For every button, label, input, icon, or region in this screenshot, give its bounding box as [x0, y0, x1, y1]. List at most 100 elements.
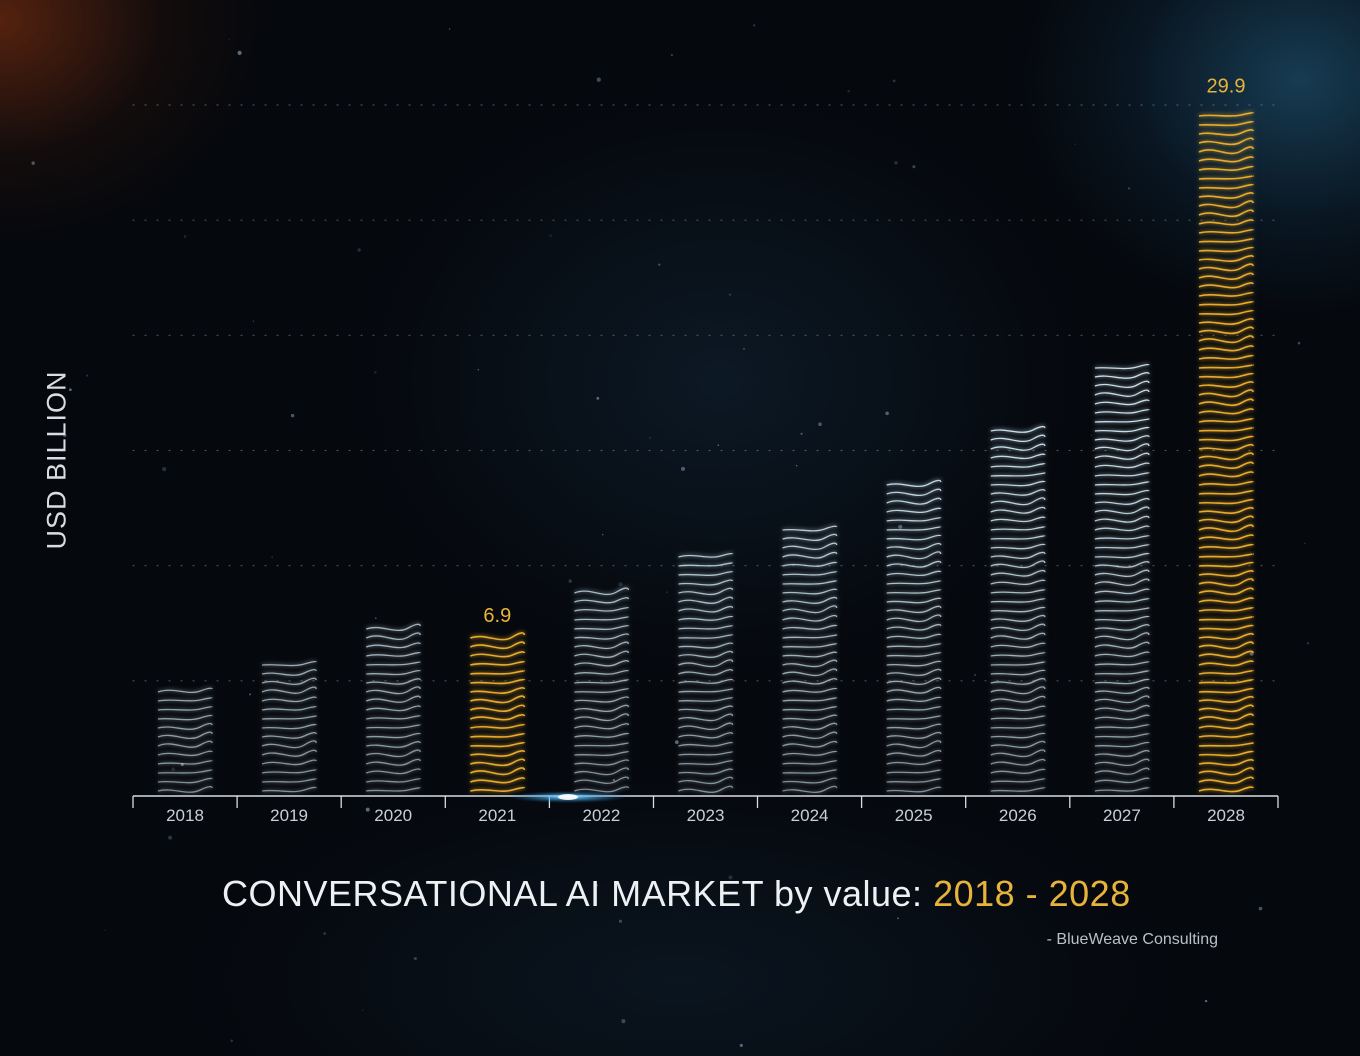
bar-wave-line — [1094, 632, 1150, 641]
bar-wave-line — [990, 632, 1046, 640]
background-star — [1258, 906, 1263, 911]
bar-wave-line — [782, 551, 838, 559]
bar-wave-line — [782, 624, 838, 630]
bar-wave-line — [1094, 389, 1150, 397]
bar-wave-line — [1198, 452, 1254, 461]
bar-wave-line — [782, 687, 838, 693]
bar-wave-line — [678, 587, 734, 596]
bar-wave-line — [990, 569, 1046, 577]
bar-wave-line — [1094, 435, 1150, 442]
background-star — [1304, 542, 1306, 544]
background-star — [86, 374, 89, 377]
background-star — [290, 413, 295, 418]
bar-wave-line — [365, 632, 421, 641]
bar-wave-line — [886, 686, 942, 694]
bar-wave-line — [886, 560, 942, 568]
x-tick-label: 2020 — [374, 806, 412, 825]
background-star — [249, 693, 252, 696]
bar-wave-line — [261, 740, 317, 749]
bar-wave-line — [886, 778, 942, 783]
bar-wave-line — [1198, 670, 1254, 675]
bar-wave-line — [782, 588, 838, 595]
bar-wave-line — [261, 669, 317, 676]
background-star — [362, 1009, 364, 1011]
bar-wave-line — [1198, 742, 1254, 747]
bar-wave-line — [886, 740, 942, 749]
bar-wave-line — [1094, 704, 1150, 712]
bar-wave-line — [1198, 704, 1254, 713]
bar-wave-line — [470, 651, 526, 658]
bar-wave-line — [1198, 309, 1254, 316]
bar-wave-line — [574, 742, 630, 747]
bar-wave-line — [678, 751, 734, 756]
bar-wave-line — [1198, 687, 1254, 694]
bar-wave-line — [678, 785, 734, 793]
bar-wave-line — [1094, 399, 1150, 406]
bar-wave-line — [469, 704, 526, 713]
bar-wave-line — [782, 659, 838, 668]
bar-wave-line — [782, 634, 838, 639]
bar-wave-line — [1094, 624, 1150, 631]
bar-wave-line — [1198, 732, 1254, 738]
bar-wave-line — [1198, 238, 1254, 243]
bar-2028 — [1198, 112, 1254, 793]
bar-wave-line — [1198, 255, 1254, 262]
bar-wave-line — [990, 768, 1046, 774]
background-star — [357, 248, 361, 252]
bar-wave-line — [886, 551, 942, 560]
bar-wave-line — [1094, 535, 1150, 540]
x-tick-label: 2028 — [1207, 806, 1245, 825]
x-tick-label: 2018 — [166, 806, 204, 825]
bar-wave-line — [365, 686, 421, 695]
bar-wave-line — [678, 562, 734, 567]
y-axis-title: USD BILLION — [41, 370, 72, 550]
bar-wave-line — [574, 670, 630, 675]
bar-wave-line — [782, 651, 838, 658]
bar-wave-line — [1198, 354, 1254, 360]
bar-wave-line — [678, 596, 734, 604]
bar-wave-line — [678, 669, 734, 676]
bar-wave-line — [782, 731, 838, 739]
bar-wave-line — [574, 688, 630, 693]
bar-wave-line — [1198, 632, 1254, 641]
bar-wave-line — [1198, 597, 1254, 604]
background-star — [549, 234, 552, 237]
bar-wave-line — [1198, 146, 1254, 155]
bar-wave-line — [574, 696, 630, 703]
bar-wave-line — [262, 778, 317, 783]
bar-wave-line — [678, 625, 734, 630]
background-star — [1127, 187, 1131, 190]
bar-wave-line — [157, 740, 213, 748]
bar-wave-line — [886, 623, 942, 631]
bar-wave-line — [886, 597, 942, 604]
bar-wave-line — [1094, 452, 1150, 460]
bar-wave-line — [990, 724, 1046, 729]
bar-wave-line — [157, 706, 213, 711]
bar-wave-line — [366, 715, 421, 720]
background-star — [800, 432, 803, 435]
bar-wave-line — [1198, 200, 1254, 209]
bar-wave-line — [886, 570, 942, 577]
bar-wave-line — [782, 722, 838, 731]
bar-wave-line — [157, 760, 213, 765]
bar-wave-line — [678, 605, 734, 613]
bar-wave-line — [782, 750, 838, 756]
bar-wave-line — [1198, 524, 1254, 533]
bar-wave-line — [678, 615, 734, 621]
bar-2026 — [990, 425, 1046, 792]
bar-wave-line — [990, 661, 1046, 666]
bar-wave-line — [782, 777, 838, 784]
bar-wave-line — [574, 597, 630, 604]
bar-wave-line — [366, 741, 421, 748]
bar-wave-line — [1094, 380, 1150, 389]
bar-wave-line — [262, 723, 317, 730]
bar-wave-line — [157, 785, 213, 793]
bar-wave-line — [1094, 787, 1150, 792]
bar-wave-line — [366, 670, 421, 676]
bar-wave-line — [990, 642, 1046, 649]
bar-wave-line — [470, 777, 526, 784]
bar-wave-line — [470, 733, 526, 738]
bar-wave-line — [990, 652, 1046, 657]
bar-wave-line — [782, 706, 838, 711]
bar-wave-line — [990, 740, 1046, 749]
